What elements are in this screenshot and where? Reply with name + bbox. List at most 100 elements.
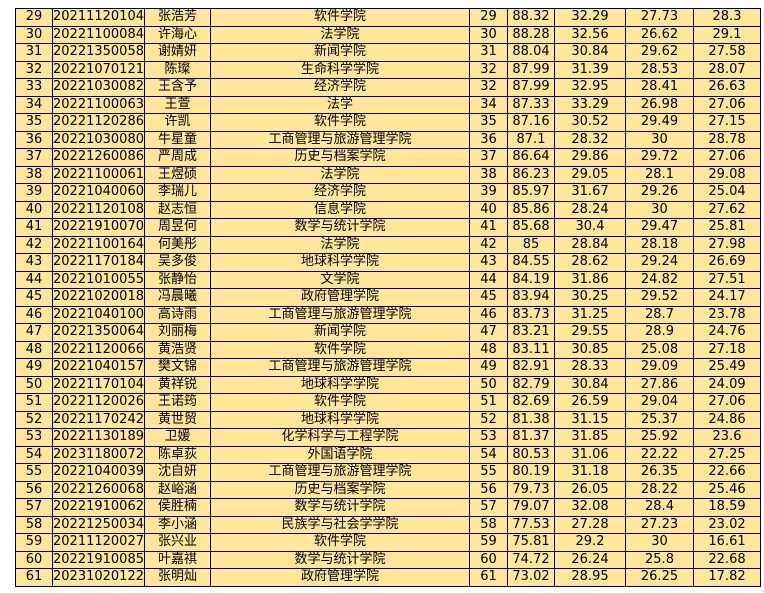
rank-cell[interactable]: 57 <box>15 498 53 517</box>
student-id-cell[interactable]: 20231020122 <box>52 568 145 587</box>
score-1-cell[interactable]: 31.06 <box>554 445 626 464</box>
score-2-cell[interactable]: 28.1 <box>625 165 694 184</box>
total-score-cell[interactable]: 81.38 <box>507 410 555 429</box>
rank-2-cell[interactable]: 60 <box>469 550 508 569</box>
student-id-cell[interactable]: 20221910062 <box>52 498 145 517</box>
name-cell[interactable]: 王诺筠 <box>144 393 211 412</box>
name-cell[interactable]: 王含予 <box>144 78 211 97</box>
name-cell[interactable]: 谢婧妍 <box>144 43 211 62</box>
score-2-cell[interactable]: 29.52 <box>625 288 694 307</box>
score-3-cell[interactable]: 25.46 <box>693 480 761 499</box>
score-3-cell[interactable]: 27.18 <box>693 340 761 359</box>
score-1-cell[interactable]: 29.05 <box>554 165 626 184</box>
total-score-cell[interactable]: 88.28 <box>507 25 555 44</box>
college-cell[interactable]: 地球科学学院 <box>210 253 470 272</box>
total-score-cell[interactable]: 74.72 <box>507 550 555 569</box>
rank-2-cell[interactable]: 34 <box>469 95 508 114</box>
student-id-cell[interactable]: 20221170184 <box>52 253 145 272</box>
rank-2-cell[interactable]: 56 <box>469 480 508 499</box>
rank-cell[interactable]: 54 <box>15 445 53 464</box>
total-score-cell[interactable]: 79.07 <box>507 498 555 517</box>
total-score-cell[interactable]: 73.02 <box>507 568 555 587</box>
college-cell[interactable]: 法学 <box>210 95 470 114</box>
student-id-cell[interactable]: 20221250034 <box>52 515 145 534</box>
rank-2-cell[interactable]: 35 <box>469 113 508 132</box>
score-1-cell[interactable]: 31.15 <box>554 410 626 429</box>
college-cell[interactable]: 软件学院 <box>210 393 470 412</box>
rank-2-cell[interactable]: 51 <box>469 393 508 412</box>
score-2-cell[interactable]: 30 <box>625 533 694 552</box>
rank-cell[interactable]: 45 <box>15 288 53 307</box>
rank-cell[interactable]: 30 <box>15 25 53 44</box>
rank-2-cell[interactable]: 39 <box>469 183 508 202</box>
rank-2-cell[interactable]: 53 <box>469 428 508 447</box>
score-3-cell[interactable]: 27.51 <box>693 270 761 289</box>
score-1-cell[interactable]: 27.28 <box>554 515 626 534</box>
rank-cell[interactable]: 33 <box>15 78 53 97</box>
name-cell[interactable]: 张明灿 <box>144 568 211 587</box>
student-id-cell[interactable]: 20221100063 <box>52 95 145 114</box>
score-2-cell[interactable]: 25.37 <box>625 410 694 429</box>
student-id-cell[interactable]: 20211120027 <box>52 533 145 552</box>
total-score-cell[interactable]: 86.23 <box>507 165 555 184</box>
rank-cell[interactable]: 50 <box>15 375 53 394</box>
college-cell[interactable]: 法学院 <box>210 165 470 184</box>
score-3-cell[interactable]: 25.04 <box>693 183 761 202</box>
student-id-cell[interactable]: 20221040157 <box>52 358 145 377</box>
score-1-cell[interactable]: 29.2 <box>554 533 626 552</box>
student-id-cell[interactable]: 20221010055 <box>52 270 145 289</box>
student-id-cell[interactable]: 20221120108 <box>52 200 145 219</box>
score-1-cell[interactable]: 28.62 <box>554 253 626 272</box>
score-3-cell[interactable]: 28.07 <box>693 60 761 79</box>
rank-cell[interactable]: 39 <box>15 183 53 202</box>
student-id-cell[interactable]: 20221040060 <box>52 183 145 202</box>
score-3-cell[interactable]: 22.68 <box>693 550 761 569</box>
score-3-cell[interactable]: 25.81 <box>693 218 761 237</box>
total-score-cell[interactable]: 87.16 <box>507 113 555 132</box>
score-2-cell[interactable]: 28.41 <box>625 78 694 97</box>
total-score-cell[interactable]: 83.21 <box>507 323 555 342</box>
rank-2-cell[interactable]: 48 <box>469 340 508 359</box>
rank-2-cell[interactable]: 31 <box>469 43 508 62</box>
name-cell[interactable]: 卫媛 <box>144 428 211 447</box>
score-1-cell[interactable]: 32.08 <box>554 498 626 517</box>
score-1-cell[interactable]: 30.84 <box>554 375 626 394</box>
rank-cell[interactable]: 40 <box>15 200 53 219</box>
score-2-cell[interactable]: 28.4 <box>625 498 694 517</box>
score-2-cell[interactable]: 25.92 <box>625 428 694 447</box>
college-cell[interactable]: 工商管理与旅游管理学院 <box>210 130 470 149</box>
student-id-cell[interactable]: 20221040100 <box>52 305 145 324</box>
name-cell[interactable]: 李小涵 <box>144 515 211 534</box>
score-1-cell[interactable]: 28.84 <box>554 235 626 254</box>
score-2-cell[interactable]: 24.82 <box>625 270 694 289</box>
score-1-cell[interactable]: 29.55 <box>554 323 626 342</box>
rank-cell[interactable]: 53 <box>15 428 53 447</box>
rank-2-cell[interactable]: 32 <box>469 78 508 97</box>
score-1-cell[interactable]: 32.29 <box>554 8 626 27</box>
rank-cell[interactable]: 35 <box>15 113 53 132</box>
total-score-cell[interactable]: 85.68 <box>507 218 555 237</box>
score-1-cell[interactable]: 28.32 <box>554 130 626 149</box>
score-3-cell[interactable]: 16.61 <box>693 533 761 552</box>
rank-cell[interactable]: 34 <box>15 95 53 114</box>
rank-2-cell[interactable]: 30 <box>469 25 508 44</box>
name-cell[interactable]: 陈卓荻 <box>144 445 211 464</box>
rank-2-cell[interactable]: 41 <box>469 218 508 237</box>
total-score-cell[interactable]: 85.97 <box>507 183 555 202</box>
score-2-cell[interactable]: 29.26 <box>625 183 694 202</box>
score-1-cell[interactable]: 30.4 <box>554 218 626 237</box>
rank-cell[interactable]: 52 <box>15 410 53 429</box>
student-id-cell[interactable]: 20221120286 <box>52 113 145 132</box>
rank-2-cell[interactable]: 45 <box>469 288 508 307</box>
college-cell[interactable]: 数学与统计学院 <box>210 498 470 517</box>
rank-cell[interactable]: 60 <box>15 550 53 569</box>
score-3-cell[interactable]: 27.98 <box>693 235 761 254</box>
college-cell[interactable]: 工商管理与旅游管理学院 <box>210 358 470 377</box>
score-3-cell[interactable]: 27.15 <box>693 113 761 132</box>
score-2-cell[interactable]: 28.9 <box>625 323 694 342</box>
score-3-cell[interactable]: 23.02 <box>693 515 761 534</box>
score-2-cell[interactable]: 28.7 <box>625 305 694 324</box>
score-3-cell[interactable]: 22.66 <box>693 463 761 482</box>
score-2-cell[interactable]: 26.25 <box>625 568 694 587</box>
name-cell[interactable]: 李瑞儿 <box>144 183 211 202</box>
